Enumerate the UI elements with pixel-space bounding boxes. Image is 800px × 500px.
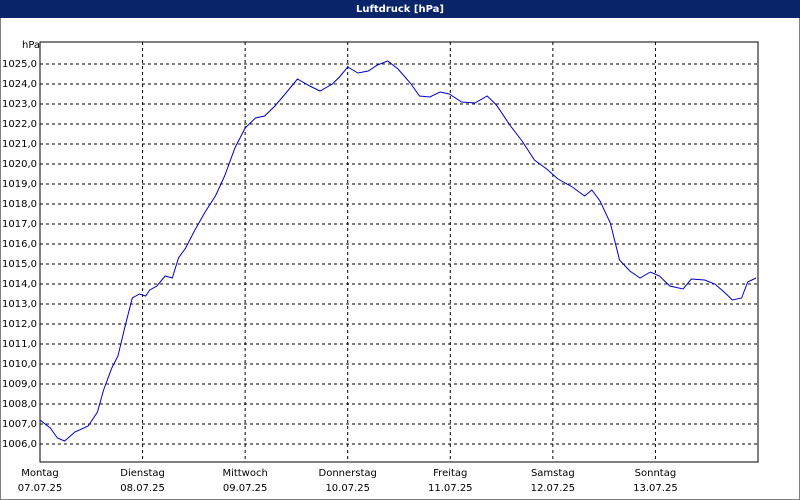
y-tick-label: 1022,0 xyxy=(2,119,37,130)
y-tick-label: 1007,0 xyxy=(2,419,37,430)
x-tick-label: Samstag xyxy=(531,468,575,479)
y-tick-label: 1016,0 xyxy=(2,239,37,250)
y-tick-label: 1021,0 xyxy=(2,139,37,150)
y-tick-label: 1017,0 xyxy=(2,219,37,230)
x-tick-label: 07.07.25 xyxy=(18,483,63,494)
y-tick-label: 1018,0 xyxy=(2,199,37,210)
x-tick-label: 08.07.25 xyxy=(120,483,165,494)
y-tick-label: 1015,0 xyxy=(2,259,37,270)
y-tick-label: 1008,0 xyxy=(2,399,37,410)
x-tick-label: 09.07.25 xyxy=(223,483,268,494)
x-tick-label: Freitag xyxy=(433,468,467,479)
x-tick-label: Dienstag xyxy=(120,468,165,479)
y-tick-label: 1014,0 xyxy=(2,279,37,290)
y-tick-label: 1009,0 xyxy=(2,379,37,390)
x-tick-label: Mittwoch xyxy=(222,468,267,479)
y-tick-label: 1020,0 xyxy=(2,159,37,170)
x-tick-label: Donnerstag xyxy=(319,468,377,479)
y-tick-label: 1011,0 xyxy=(2,339,37,350)
y-tick-label: 1006,0 xyxy=(2,439,37,450)
x-tick-label: 12.07.25 xyxy=(531,483,576,494)
y-axis-label: hPa xyxy=(22,40,40,51)
y-tick-label: 1012,0 xyxy=(2,319,37,330)
y-tick-label: 1019,0 xyxy=(2,179,37,190)
x-tick-label: Sonntag xyxy=(635,468,677,479)
x-tick-label: 11.07.25 xyxy=(428,483,473,494)
chart-title: Luftdruck [hPa] xyxy=(356,4,444,15)
y-tick-label: 1023,0 xyxy=(2,99,37,110)
data-line xyxy=(39,60,757,442)
title-bar xyxy=(0,0,800,18)
y-tick-label: 1010,0 xyxy=(2,359,37,370)
y-tick-label: 1025,0 xyxy=(2,59,37,70)
x-tick-label: 13.07.25 xyxy=(633,483,678,494)
x-tick-label: Montag xyxy=(21,468,58,479)
y-tick-label: 1013,0 xyxy=(2,299,37,310)
x-tick-label: 10.07.25 xyxy=(325,483,370,494)
y-tick-label: 1024,0 xyxy=(2,79,37,90)
